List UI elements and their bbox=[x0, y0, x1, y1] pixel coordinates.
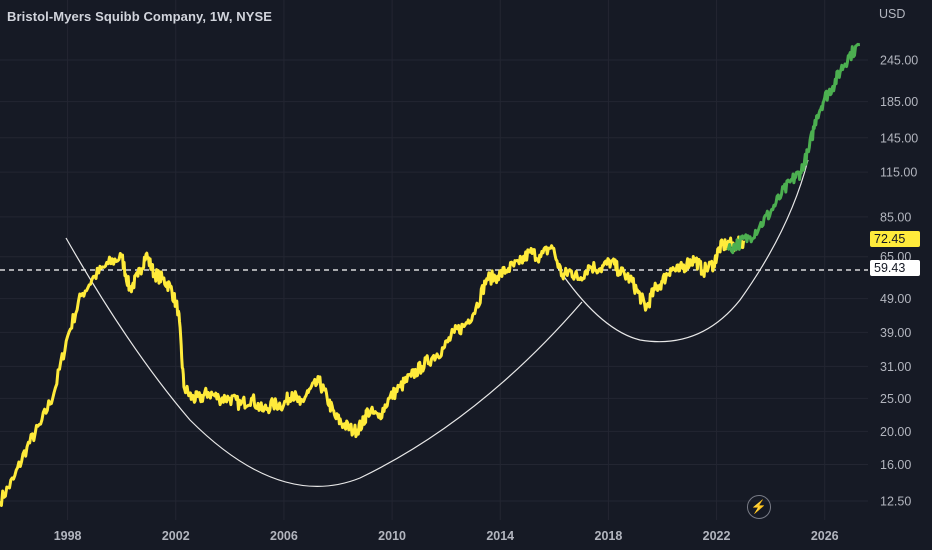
y-tick-label: 31.00 bbox=[880, 360, 911, 374]
y-tick-label: 20.00 bbox=[880, 425, 911, 439]
x-tick-label: 2006 bbox=[270, 529, 298, 543]
grid bbox=[0, 0, 868, 520]
x-tick-label: 2002 bbox=[162, 529, 190, 543]
y-tick-label: 12.50 bbox=[880, 495, 911, 509]
y-tick-label: 16.00 bbox=[880, 458, 911, 472]
x-tick-label: 2026 bbox=[811, 529, 839, 543]
last-price-label: 72.45 bbox=[870, 231, 920, 247]
cup-curve-small bbox=[557, 159, 809, 343]
x-tick-label: 2018 bbox=[595, 529, 623, 543]
annotation-curves bbox=[65, 159, 809, 487]
currency-label: USD bbox=[879, 7, 906, 21]
y-tick-label: 49.00 bbox=[880, 292, 911, 306]
y-axis: 245.00185.00145.00115.0085.0065.0049.003… bbox=[880, 54, 918, 509]
y-tick-label: 245.00 bbox=[880, 54, 918, 68]
price-line-projection bbox=[726, 42, 861, 255]
lightning-icon[interactable]: ⚡ bbox=[747, 495, 771, 519]
y-tick-label: 185.00 bbox=[880, 95, 918, 109]
y-tick-label: 85.00 bbox=[880, 210, 911, 224]
chart-title: Bristol-Myers Squibb Company, 1W, NYSE bbox=[7, 9, 273, 24]
y-tick-label: 39.00 bbox=[880, 326, 911, 340]
x-tick-label: 2014 bbox=[486, 529, 514, 543]
y-tick-label: 145.00 bbox=[880, 131, 918, 145]
reference-price-label: 59.43 bbox=[870, 260, 920, 276]
x-tick-label: 2010 bbox=[378, 529, 406, 543]
x-tick-label: 2022 bbox=[703, 529, 731, 543]
x-tick-label: 1998 bbox=[54, 529, 82, 543]
x-axis: 1998 2002 2006 2010 2014 2018 2022 2026 bbox=[54, 529, 839, 543]
cup-curve-large bbox=[65, 237, 583, 487]
price-line-historical bbox=[0, 235, 746, 507]
y-tick-label: 25.00 bbox=[880, 392, 911, 406]
y-tick-label: 115.00 bbox=[880, 166, 917, 180]
price-series bbox=[0, 42, 861, 507]
